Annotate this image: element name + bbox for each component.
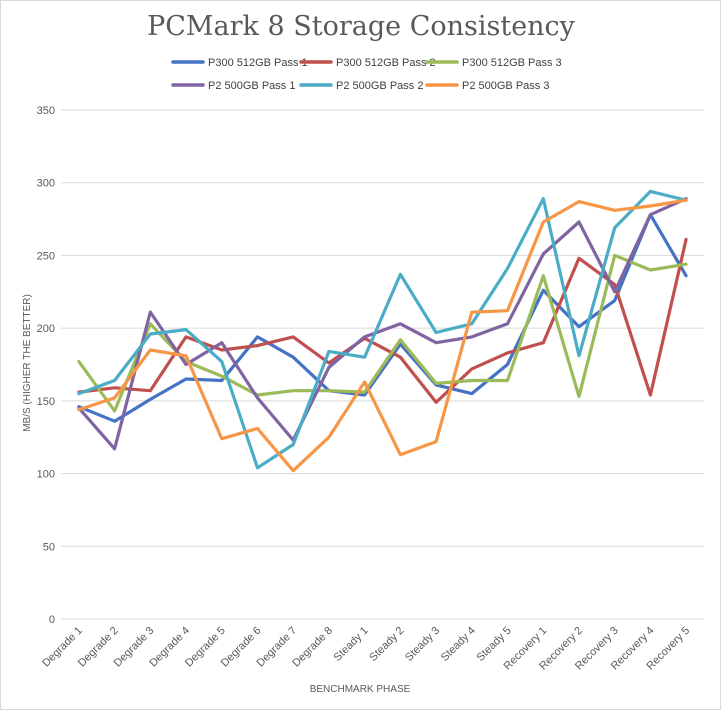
legend-label: P2 500GB Pass 2 [336,80,423,92]
y-tick-label: 300 [37,178,55,190]
legend-label: P300 512GB Pass 1 [208,57,308,69]
x-axis-label: BENCHMARK PHASE [310,684,411,695]
y-tick-label: 100 [37,469,55,481]
y-tick-label: 0 [49,614,55,626]
legend: P300 512GB Pass 1 P300 512GB Pass 2 P300 5… [171,57,562,92]
x-tick-label: Steady 3 [403,625,442,664]
y-axis-label: MB/S (HIGHER THE BETTER) [22,294,33,432]
series-line-4 [77,197,688,451]
y-axis-ticks: 0 50 100 150 200 250 300 350 [37,105,55,626]
legend-item-1: P300 512GB Pass 1 [171,57,308,69]
series-line-6 [77,198,688,473]
legend-item-2: P300 512GB Pass 2 [299,57,436,69]
x-tick-label: Steady 1 [332,625,371,664]
chart-title: PCMark 8 Storage Consistency [147,11,576,42]
y-tick-label: 150 [37,396,55,408]
x-tick-label: Steady 4 [439,625,478,664]
legend-item-3: P300 512GB Pass 3 [425,57,562,69]
legend-label: P2 500GB Pass 1 [208,80,295,92]
gridlines [61,109,704,620]
y-tick-label: 250 [37,250,55,262]
y-tick-label: 200 [37,323,55,335]
series-line-1 [77,213,688,423]
y-tick-label: 50 [43,541,55,553]
legend-label: P2 500GB Pass 3 [462,80,549,92]
legend-item-6: P2 500GB Pass 3 [425,80,549,92]
series-lines [77,189,688,473]
y-tick-label: 350 [37,105,55,117]
legend-label: P300 512GB Pass 2 [336,57,436,69]
legend-label: P300 512GB Pass 3 [462,57,562,69]
series-line-5 [77,189,688,470]
legend-item-4: P2 500GB Pass 1 [171,80,295,92]
legend-item-5: P2 500GB Pass 2 [299,80,423,92]
series-line-2 [77,237,688,404]
x-tick-label: Steady 2 [367,625,406,664]
